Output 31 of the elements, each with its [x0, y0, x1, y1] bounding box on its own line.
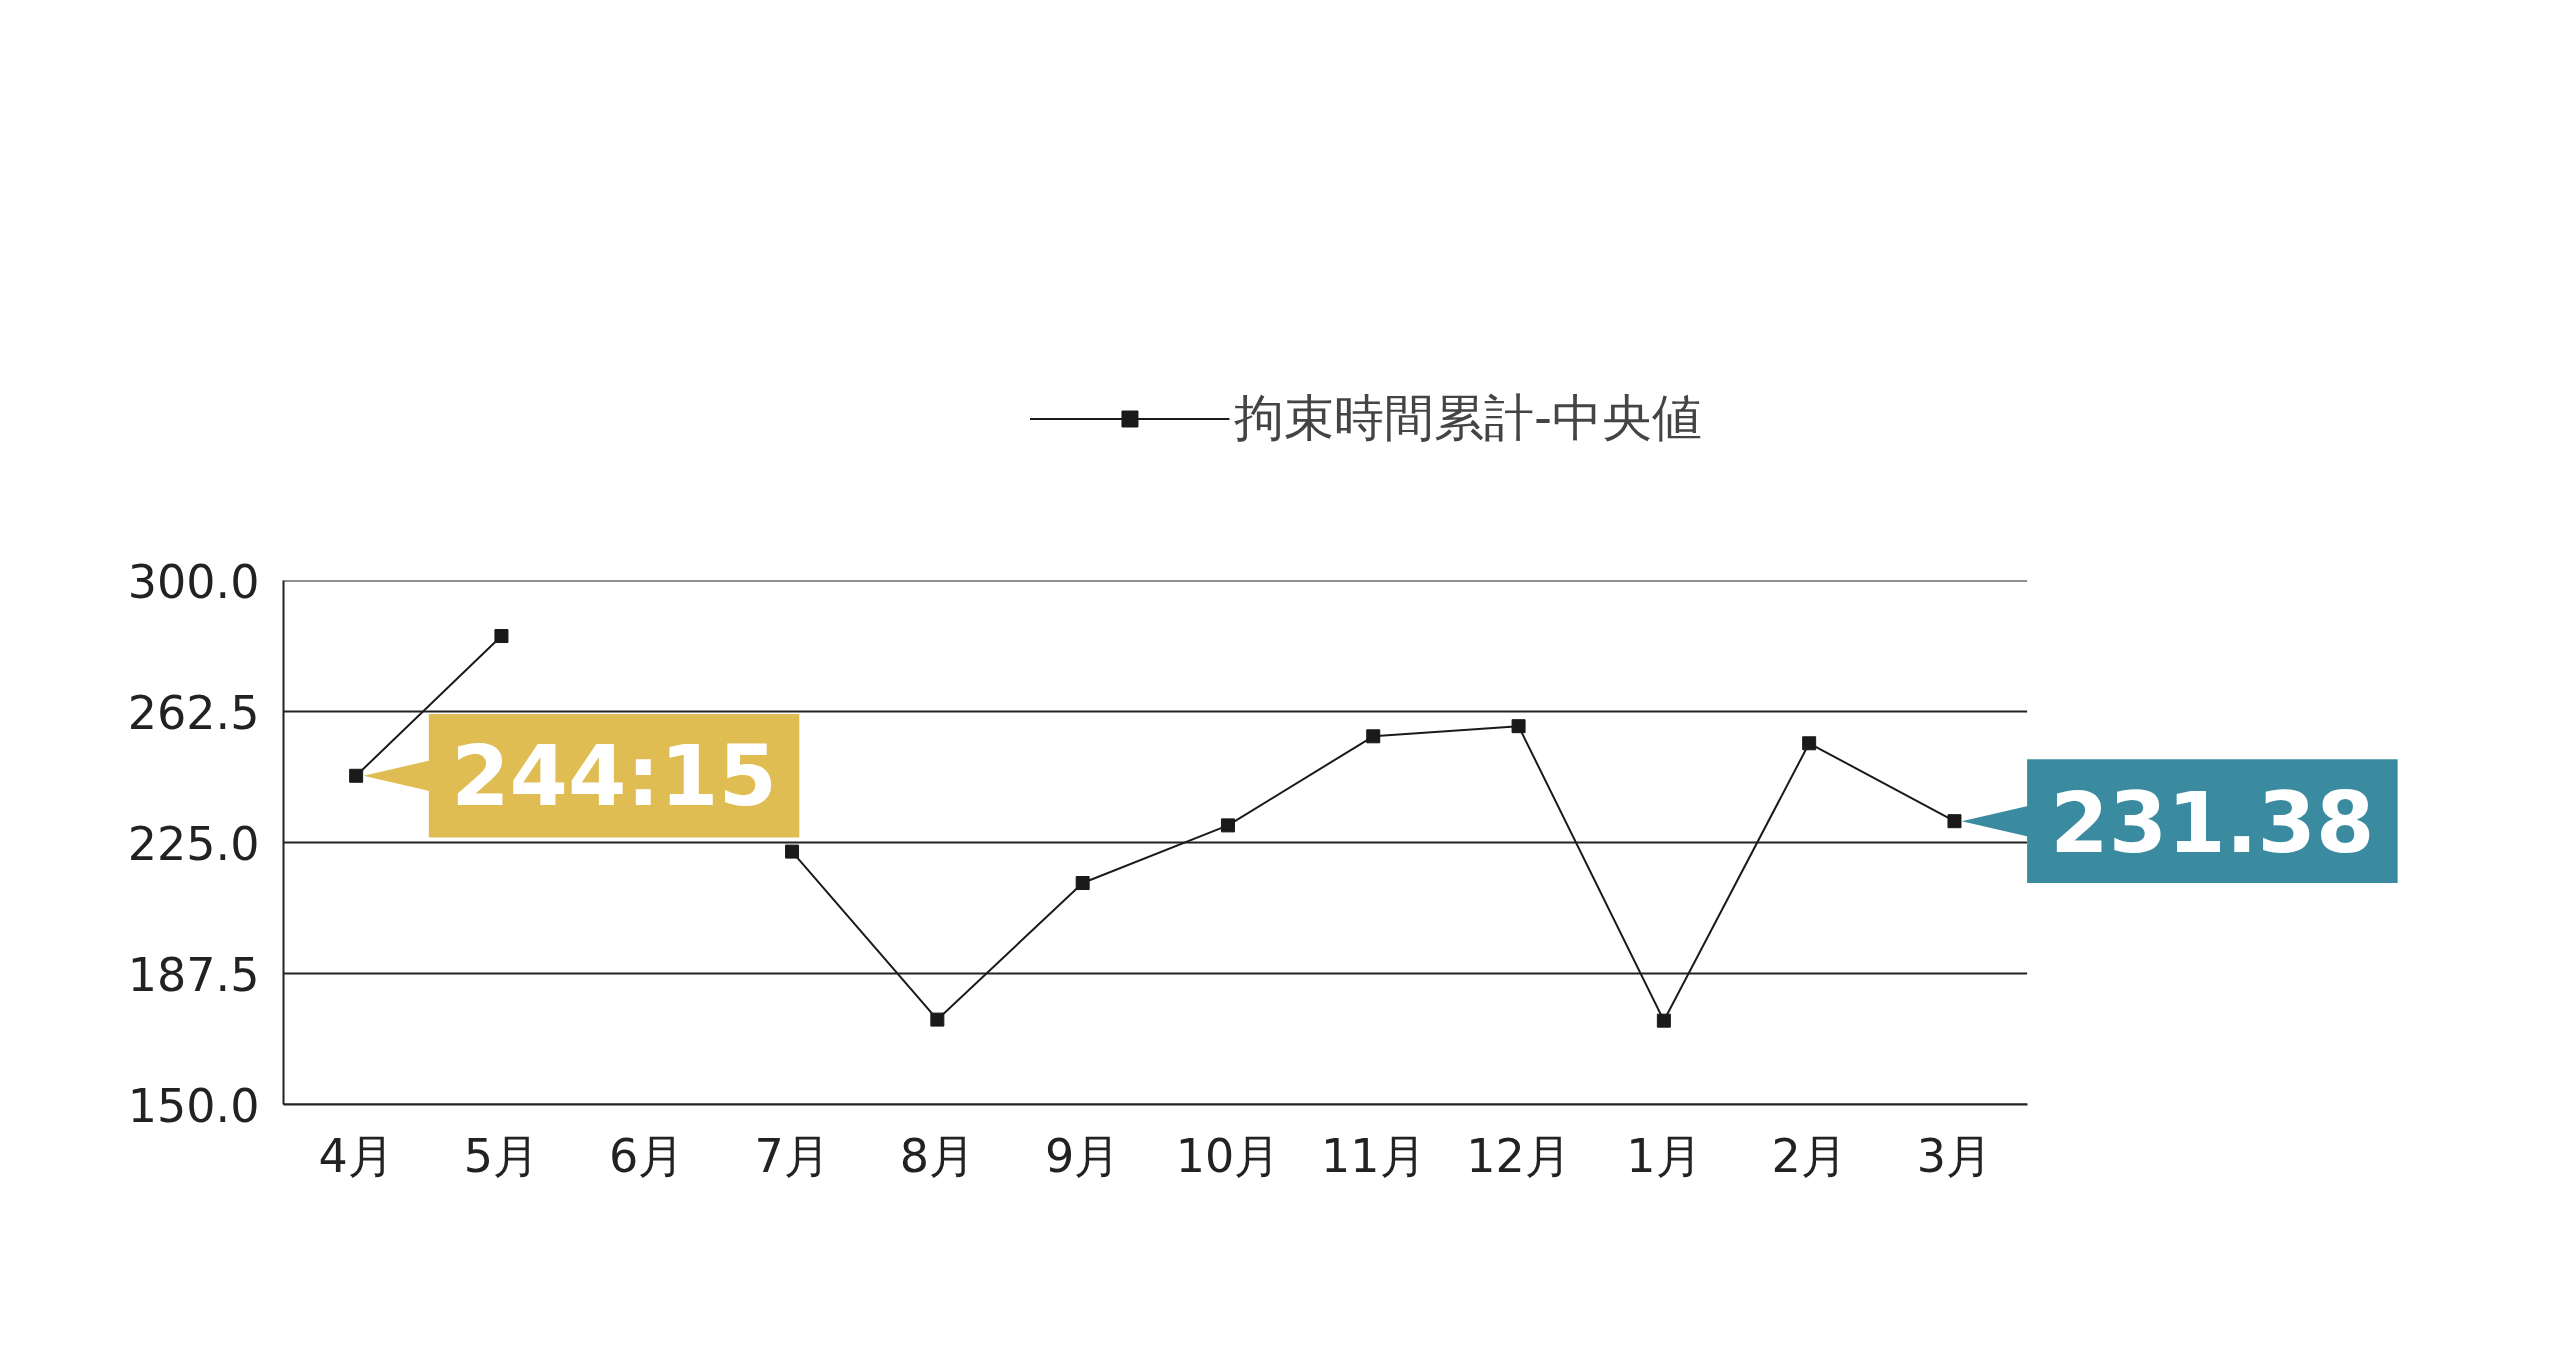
point	[494, 629, 509, 644]
y-tick-label: 150.0	[127, 1078, 260, 1133]
point	[1220, 818, 1235, 833]
x-tick-label: 10月	[1175, 1128, 1281, 1183]
x-tick-label: 11月	[1321, 1128, 1426, 1183]
x-tick-label: 9月	[1045, 1128, 1121, 1183]
x-tick-label: 3月	[1916, 1128, 1993, 1183]
y-tick-label: 187.5	[127, 947, 260, 1002]
y-tick-label: 300.0	[127, 554, 260, 609]
x-tick-label: 12月	[1466, 1128, 1571, 1183]
point	[1075, 876, 1090, 891]
x-tick-label: 4月	[318, 1128, 394, 1183]
annotation: 244:15	[451, 726, 777, 825]
y-tick-label: 262.5	[127, 685, 260, 740]
x-tick-label: 2月	[1771, 1128, 1847, 1183]
point	[349, 768, 364, 783]
y-tick-label: 225.0	[127, 816, 260, 871]
point	[1802, 736, 1817, 751]
x-tick-label: 5月	[463, 1128, 540, 1183]
x-tick-label: 1月	[1626, 1128, 1702, 1183]
point	[1511, 719, 1526, 734]
point	[1947, 814, 1962, 829]
x-tick-label: 6月	[609, 1128, 685, 1183]
legend-label: 拘束時間累計-中央値	[1233, 387, 1703, 449]
point	[785, 844, 800, 859]
x-tick-label: 8月	[899, 1128, 976, 1183]
point	[930, 1012, 945, 1027]
x-tick-label: 7月	[754, 1128, 830, 1183]
annotation: 231.38	[2050, 774, 2375, 873]
point	[1656, 1013, 1671, 1028]
point	[1366, 729, 1381, 744]
